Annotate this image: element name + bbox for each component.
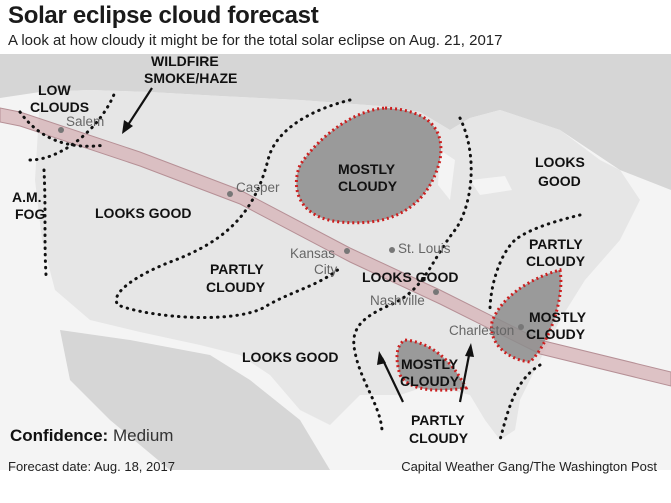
city-dot-kansas-city: [344, 248, 350, 254]
label-smoke-haze: SMOKE/HAZE: [144, 70, 237, 86]
confidence-label: Confidence:: [10, 426, 109, 445]
canada-land: [0, 54, 671, 190]
forecast-map: Salem Casper Kansas City St. Louis Nashv…: [0, 54, 671, 470]
label-partly-east: PARTLY: [529, 236, 583, 252]
city-dot-st-louis: [389, 247, 395, 253]
label-clouds: CLOUDS: [30, 99, 89, 115]
label-looks-good-central: LOOKS GOOD: [362, 269, 458, 285]
label-good-northeast: GOOD: [538, 173, 581, 189]
arrow-wildfire: [125, 87, 153, 129]
city-dot-casper: [227, 191, 233, 197]
label-cloudy-north: CLOUDY: [338, 178, 398, 194]
city-dot-charleston: [518, 324, 524, 330]
boundary-coast-haze: [28, 90, 117, 162]
city-dot-nashville: [433, 289, 439, 295]
label-partly-central: PARTLY: [210, 261, 264, 277]
forecast-date: Forecast date: Aug. 18, 2017: [8, 459, 175, 474]
label-looks-northeast: LOOKS: [535, 154, 585, 170]
boundary-west: [114, 98, 352, 320]
arrow-head-partly-left: [377, 351, 386, 365]
boundary-low-clouds: [18, 110, 107, 148]
label-cloudy-southeast: CLOUDY: [526, 326, 586, 342]
page-title: Solar eclipse cloud forecast: [8, 2, 319, 29]
mostly-cloudy-southeast-region: [490, 268, 563, 364]
boundary-east: [488, 213, 582, 312]
mostly-cloudy-south-region: [395, 338, 469, 392]
arrow-partly-cloudy-left: [381, 357, 404, 403]
label-cloudy-central: CLOUDY: [206, 279, 266, 295]
eclipse-path: [0, 107, 671, 387]
confidence-legend: Confidence: Medium: [10, 426, 173, 446]
forecast-boundaries: [18, 90, 582, 442]
label-wildfire: WILDFIRE: [151, 54, 219, 69]
city-label-city: City: [314, 262, 337, 277]
label-mostly-southeast: MOSTLY: [529, 309, 587, 325]
mostly-cloudy-north-region: [294, 106, 443, 225]
source-credit: Capital Weather Gang/The Washington Post: [401, 459, 657, 474]
arrow-heads: [122, 120, 474, 365]
label-mostly-south: MOSTLY: [401, 356, 459, 372]
city-label-kansas: Kansas: [290, 246, 335, 261]
label-looks-good-west: LOOKS GOOD: [95, 205, 191, 221]
label-looks-good-south: LOOKS GOOD: [242, 349, 338, 365]
city-dot-salem: [58, 127, 64, 133]
label-am: A.M.: [12, 189, 42, 205]
page-subtitle: A look at how cloudy it might be for the…: [8, 32, 503, 49]
label-cloudy-east: CLOUDY: [526, 253, 586, 269]
label-mostly-north: MOSTLY: [338, 161, 396, 177]
boundary-central: [352, 116, 473, 432]
arrow-head-wildfire: [122, 120, 133, 134]
arrows: [125, 87, 472, 403]
city-label-salem: Salem: [66, 114, 104, 129]
arrow-head-partly-right: [465, 343, 474, 357]
city-label-casper: Casper: [236, 180, 280, 195]
map-canvas: Salem Casper Kansas City St. Louis Nashv…: [0, 54, 671, 470]
city-dots: [58, 127, 524, 330]
boundary-southeast: [498, 363, 542, 442]
label-low: LOW: [38, 82, 71, 98]
arrow-partly-cloudy-right: [458, 349, 472, 403]
boundary-fog: [42, 168, 48, 277]
lake-erie: [470, 176, 512, 195]
lake-michigan: [438, 150, 455, 200]
mexico-land: [60, 330, 330, 470]
city-label-nashville: Nashville: [370, 293, 425, 308]
label-cloudy-south: CLOUDY: [400, 373, 460, 389]
label-cloudy-south-2: CLOUDY: [409, 430, 469, 446]
city-label-charleston: Charleston: [449, 323, 514, 338]
label-fog: FOG: [15, 206, 45, 222]
label-partly-south: PARTLY: [411, 412, 465, 428]
city-label-st-louis: St. Louis: [398, 241, 451, 256]
confidence-value: Medium: [112, 426, 174, 445]
